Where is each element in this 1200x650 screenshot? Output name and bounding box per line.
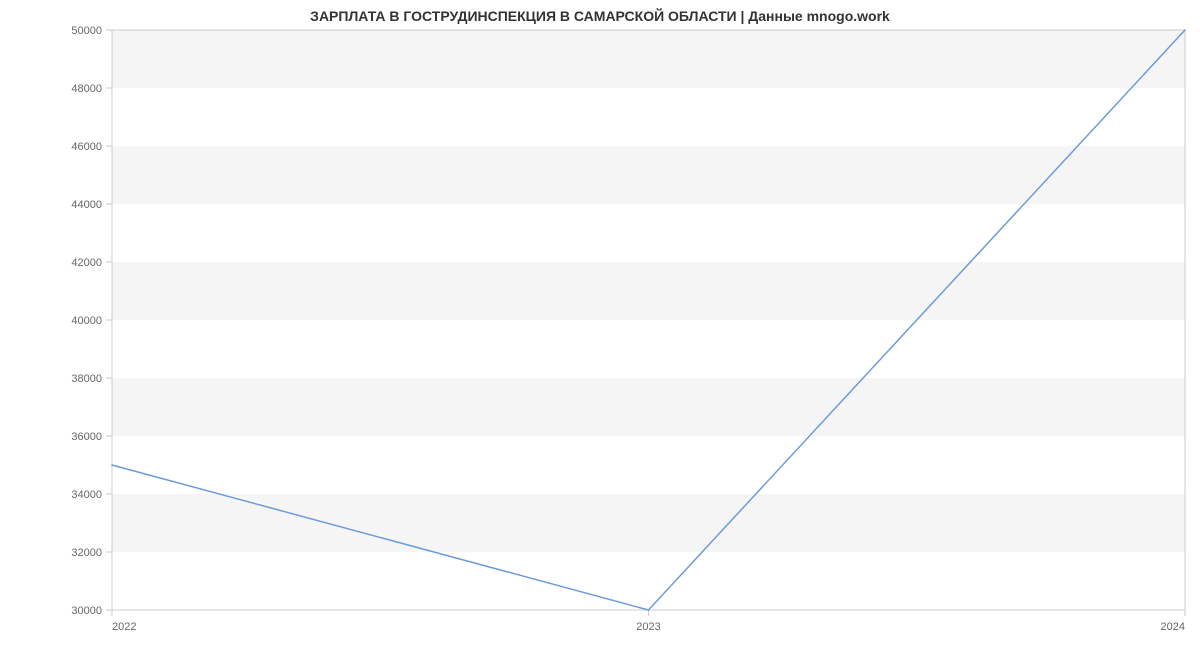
y-tick-label: 40000 [71,315,102,327]
y-tick-label: 44000 [71,199,102,211]
salary-line-chart: ЗАРПЛАТА В ГОСТРУДИНСПЕКЦИЯ В САМАРСКОЙ … [0,0,1200,650]
y-tick-label: 34000 [71,489,102,501]
y-tick-label: 46000 [71,141,102,153]
y-tick-label: 38000 [71,373,102,385]
y-tick-label: 36000 [71,431,102,443]
x-tick-label: 2022 [112,621,136,633]
y-tick-label: 30000 [71,605,102,617]
x-tick-label: 2023 [636,621,660,633]
grid-band [112,262,1185,320]
y-tick-label: 32000 [71,547,102,559]
y-tick-label: 48000 [71,83,102,95]
grid-band [112,378,1185,436]
chart-title: ЗАРПЛАТА В ГОСТРУДИНСПЕКЦИЯ В САМАРСКОЙ … [0,8,1200,24]
x-tick-label: 2024 [1161,621,1185,633]
y-tick-label: 42000 [71,257,102,269]
y-tick-label: 50000 [71,25,102,37]
chart-svg: 30000 32000 34000 36000 38000 40000 42000 44000… [0,0,1200,650]
grid-band [112,146,1185,204]
grid-band [112,30,1185,88]
grid-band [112,494,1185,552]
